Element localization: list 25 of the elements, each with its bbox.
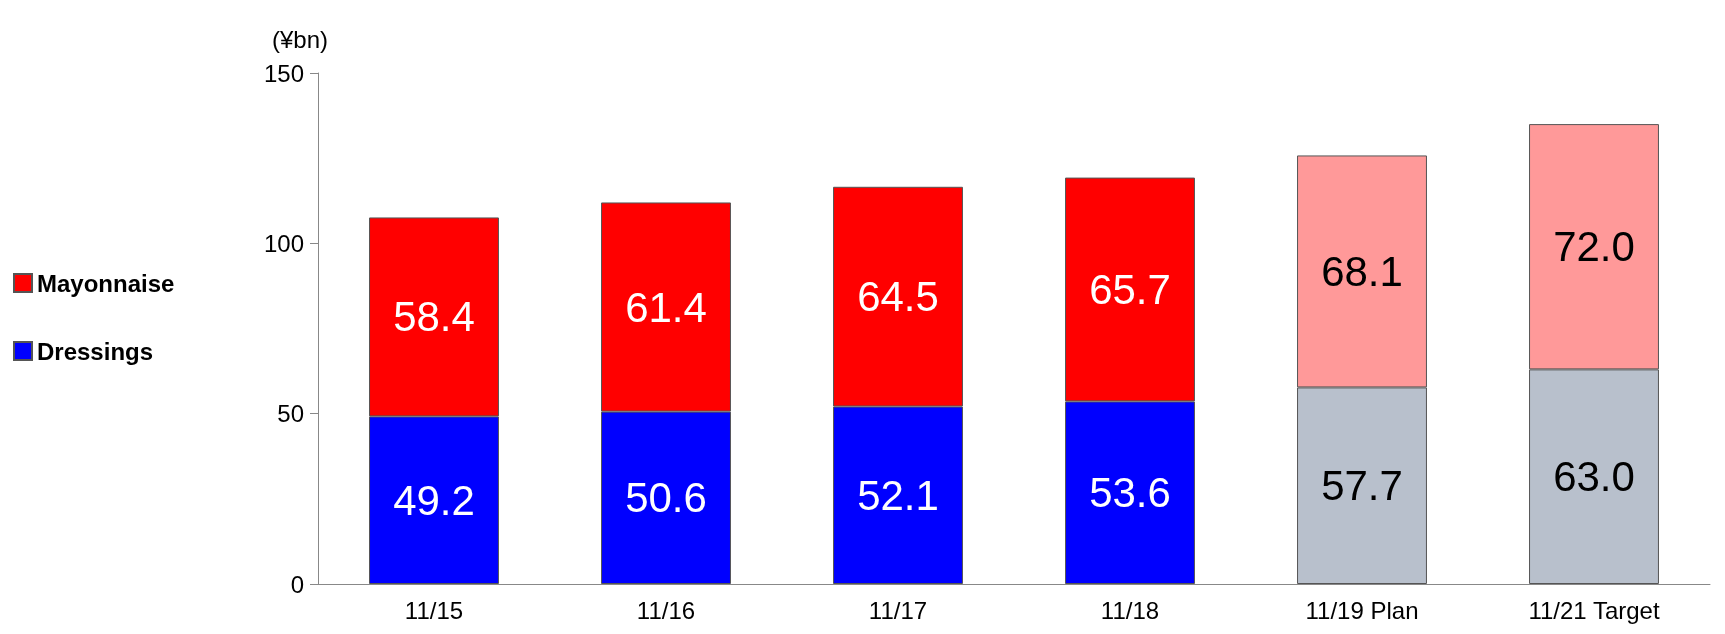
data-label: 53.6	[1089, 469, 1171, 517]
x-tick-label: 11/19 Plan	[1305, 596, 1419, 624]
data-label: 65.7	[1089, 265, 1171, 313]
x-tick-label: 11/16	[636, 596, 696, 624]
data-label: 63.0	[1553, 453, 1635, 501]
legend-label: Dressings	[37, 337, 154, 365]
y-tick-label: 100	[263, 229, 304, 257]
data-label: 50.6	[625, 474, 707, 522]
y-tick-label: 150	[263, 59, 304, 87]
data-label: 72.0	[1553, 223, 1635, 271]
x-tick-label: 11/18	[1100, 596, 1160, 624]
legend-label: Mayonnaise	[37, 269, 175, 297]
y-axis-title: (¥bn)	[271, 25, 328, 53]
data-label: 49.2	[393, 476, 475, 524]
x-tick-label: 11/17	[868, 596, 928, 624]
data-label: 57.7	[1321, 462, 1403, 510]
data-label: 52.1	[857, 471, 939, 519]
y-tick-label: 50	[277, 400, 304, 428]
x-tick-label: 11/15	[404, 596, 464, 624]
y-tick-label: 0	[290, 570, 304, 598]
data-label: 61.4	[625, 283, 707, 331]
data-label: 64.5	[857, 273, 939, 321]
x-tick-label: 11/21 Target	[1528, 596, 1660, 624]
data-label: 58.4	[393, 293, 475, 341]
data-label: 68.1	[1321, 247, 1403, 295]
